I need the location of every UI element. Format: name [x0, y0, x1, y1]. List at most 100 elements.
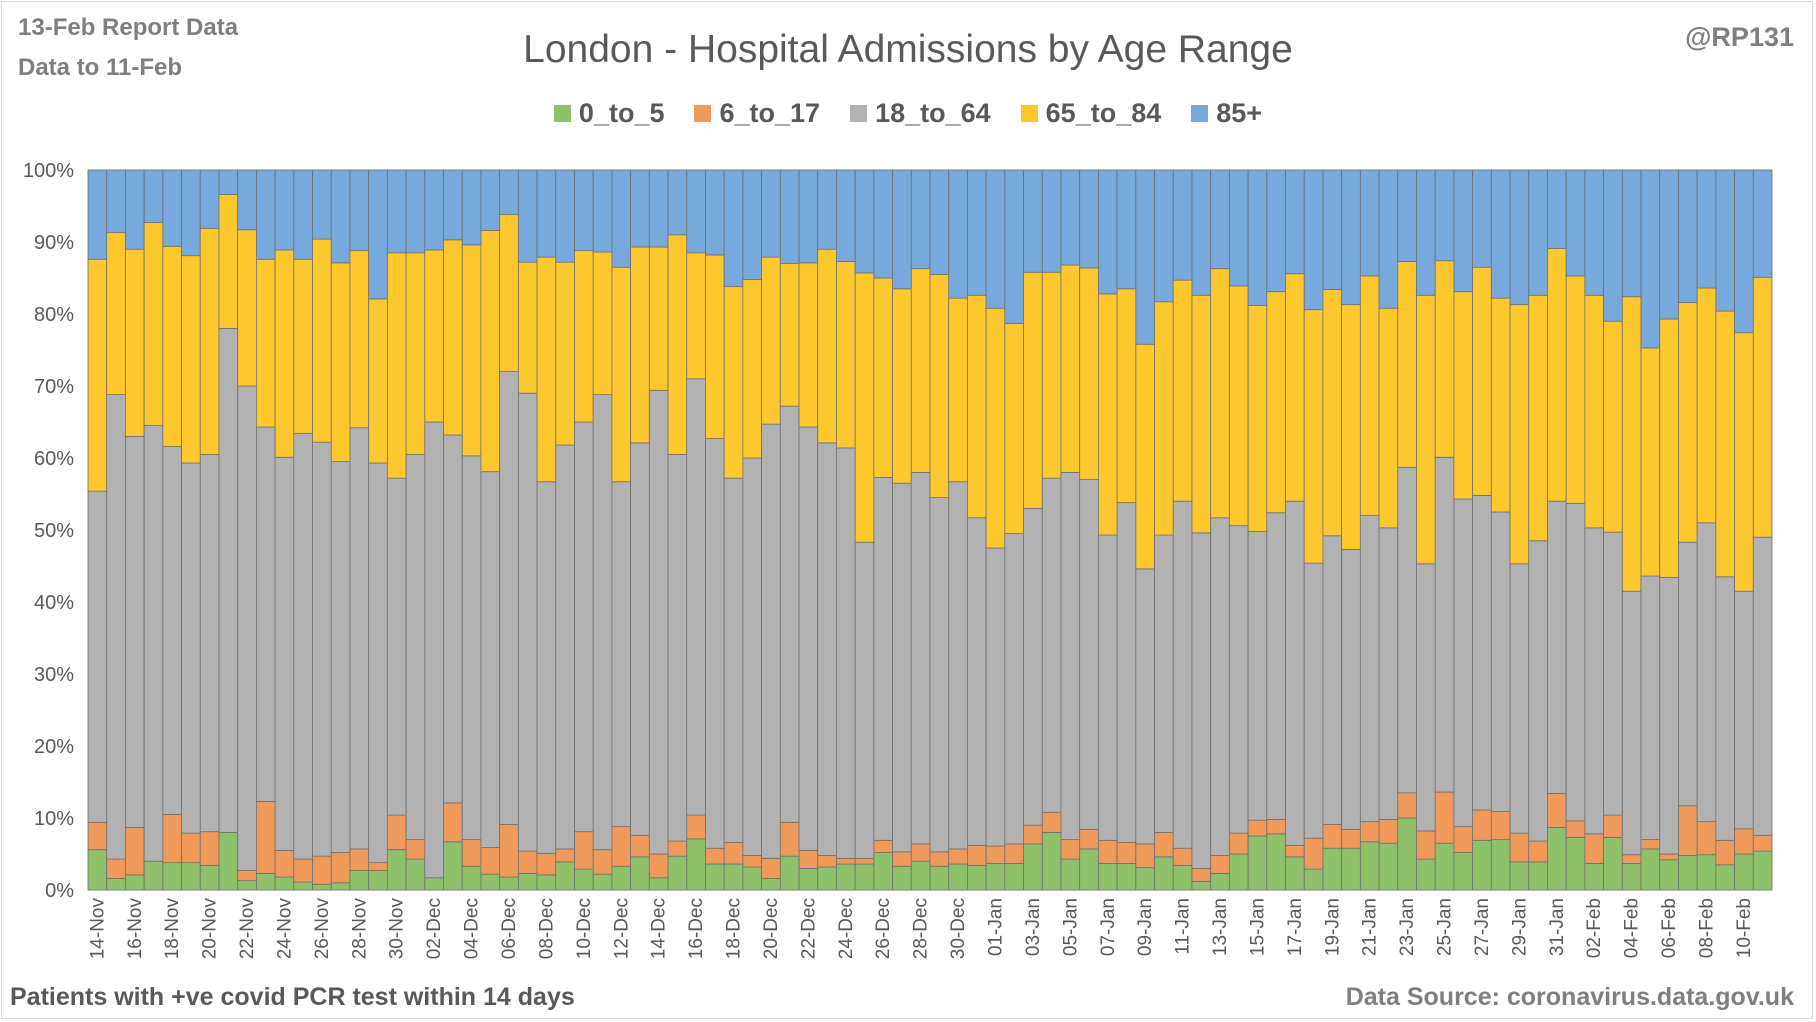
bar-segment-6-to-17 [1659, 853, 1679, 861]
bar-segment-0-to-5 [1528, 861, 1548, 891]
bar-segment-65-to-84 [1004, 322, 1024, 534]
bar-segment-18-to-64 [1472, 495, 1492, 811]
bar-segment-85-plus [817, 169, 837, 250]
bar-segment-18-to-64 [1098, 534, 1118, 841]
bar-segment-6-to-17 [1453, 826, 1474, 853]
bar-segment-0-to-5 [349, 870, 370, 891]
x-tick-label: 28-Nov [349, 898, 370, 960]
bar-segment-85-plus [405, 169, 426, 254]
bar-segment-6-to-17 [1565, 820, 1586, 838]
x-tick-label: 28-Dec [911, 898, 932, 959]
bar-segment-85-plus [424, 169, 444, 251]
bar-segment-0-to-5 [312, 883, 332, 891]
bar-segment-65-to-84 [1116, 288, 1137, 504]
x-tick-label: 14-Dec [649, 898, 670, 959]
bar-segment-6-to-17 [1490, 811, 1511, 841]
bar-segment-18-to-64 [517, 392, 538, 852]
bar-segment-18-to-64 [237, 385, 257, 871]
bar-segment-6-to-17 [349, 848, 370, 871]
bar-segment-85-plus [1172, 169, 1193, 281]
bar-segment-0-to-5 [742, 866, 763, 891]
legend-label-18-to-64: 18_to_64 [875, 98, 991, 128]
bar-segment-0-to-5 [1041, 832, 1062, 891]
bar-segment-18-to-64 [1434, 456, 1455, 793]
bar-segment-6-to-17 [1210, 855, 1230, 874]
bar-segment-6-to-17 [630, 834, 650, 858]
bar-segment-18-to-64 [1640, 575, 1661, 841]
bar-segment-65-to-84 [873, 277, 893, 478]
bar-segment-65-to-84 [1734, 332, 1754, 592]
bar-segment-65-to-84 [948, 297, 968, 483]
bar-segment-6-to-17 [1266, 819, 1286, 835]
bar-segment-0-to-5 [854, 863, 875, 891]
bar-segment-65-to-84 [1434, 260, 1455, 458]
legend-item-18-to-64: 18_to_64 [850, 98, 991, 129]
bar-segment-85-plus [1378, 169, 1399, 309]
x-tick-label: 24-Nov [274, 898, 295, 960]
legend-swatch-85-plus [1191, 105, 1209, 122]
bar-segment-65-to-84 [742, 279, 763, 459]
x-tick-label: 20-Nov [200, 898, 221, 960]
bar-segment-18-to-64 [1715, 576, 1735, 841]
bar-segment-18-to-64 [349, 427, 370, 850]
bar-segment-18-to-64 [1359, 515, 1380, 822]
bar-segment-0-to-5 [274, 876, 295, 891]
bar-segment-6-to-17 [199, 831, 220, 866]
bar-segment-65-to-84 [1490, 297, 1511, 513]
bar-segment-65-to-84 [312, 238, 332, 443]
bar-segment-6-to-17 [1584, 833, 1605, 864]
bar-segment-18-to-64 [125, 435, 145, 828]
x-tick-label: 22-Nov [237, 898, 258, 960]
bar-segment-85-plus [1116, 169, 1137, 290]
x-tick-label: 08-Feb [1697, 898, 1718, 958]
bar-segment-18-to-64 [1341, 549, 1361, 830]
bar-segment-6-to-17 [648, 853, 669, 879]
y-tick-label: 40% [34, 592, 74, 614]
bar-segment-85-plus [237, 169, 257, 231]
bar-segment-0-to-5 [1228, 853, 1249, 891]
bar-segment-85-plus [1734, 169, 1754, 334]
bar-segment-6-to-17 [312, 855, 332, 885]
bar-segment-0-to-5 [592, 873, 613, 891]
bar-segment-85-plus [555, 169, 575, 263]
y-tick-label: 0% [45, 880, 74, 902]
bar-segment-6-to-17 [1547, 793, 1567, 828]
bar-segment-6-to-17 [929, 851, 950, 867]
bar-segment-6-to-17 [162, 814, 182, 864]
x-tick-label: 15-Jan [1247, 898, 1268, 956]
bar-segment-65-to-84 [1285, 273, 1305, 502]
bar-segment-65-to-84 [705, 254, 725, 439]
bar-segment-18-to-64 [386, 477, 407, 816]
bar-segment-6-to-17 [667, 840, 688, 857]
bar-segment-6-to-17 [1172, 847, 1193, 866]
bar-segment-18-to-64 [592, 394, 613, 851]
bar-segment-0-to-5 [985, 862, 1006, 891]
y-tick-label: 50% [34, 520, 74, 542]
bar-segment-18-to-64 [1228, 525, 1249, 834]
bar-segment-65-to-84 [1715, 310, 1735, 578]
bar-segment-18-to-64 [255, 426, 276, 802]
bar-segment-6-to-17 [892, 851, 912, 867]
bar-segment-85-plus [1060, 169, 1081, 266]
bar-segment-0-to-5 [517, 873, 538, 891]
x-tick-label: 29-Jan [1509, 898, 1530, 956]
bar-segment-0-to-5 [443, 841, 463, 891]
bar-segment-0-to-5 [1210, 873, 1230, 891]
bar-segment-65-to-84 [536, 256, 557, 483]
bar-segment-0-to-5 [705, 863, 725, 891]
x-tick-label: 09-Jan [1135, 898, 1156, 956]
bar-segment-85-plus [1285, 169, 1305, 275]
bar-segment-0-to-5 [1696, 854, 1717, 891]
bar-segment-0-to-5 [836, 863, 856, 891]
bar-segment-0-to-5 [480, 873, 501, 891]
bar-segment-18-to-64 [1490, 511, 1511, 812]
bar-segment-6-to-17 [1359, 821, 1380, 843]
bar-segment-85-plus [368, 169, 388, 300]
bar-segment-85-plus [255, 169, 276, 260]
legend-item-0-to-5: 0_to_5 [553, 98, 665, 129]
bar-segment-6-to-17 [873, 839, 893, 853]
bar-segment-18-to-64 [779, 405, 800, 823]
legend-label-0-to-5: 0_to_5 [578, 98, 665, 128]
bar-segment-18-to-64 [1116, 502, 1137, 843]
x-tick-label: 07-Jan [1098, 898, 1119, 956]
